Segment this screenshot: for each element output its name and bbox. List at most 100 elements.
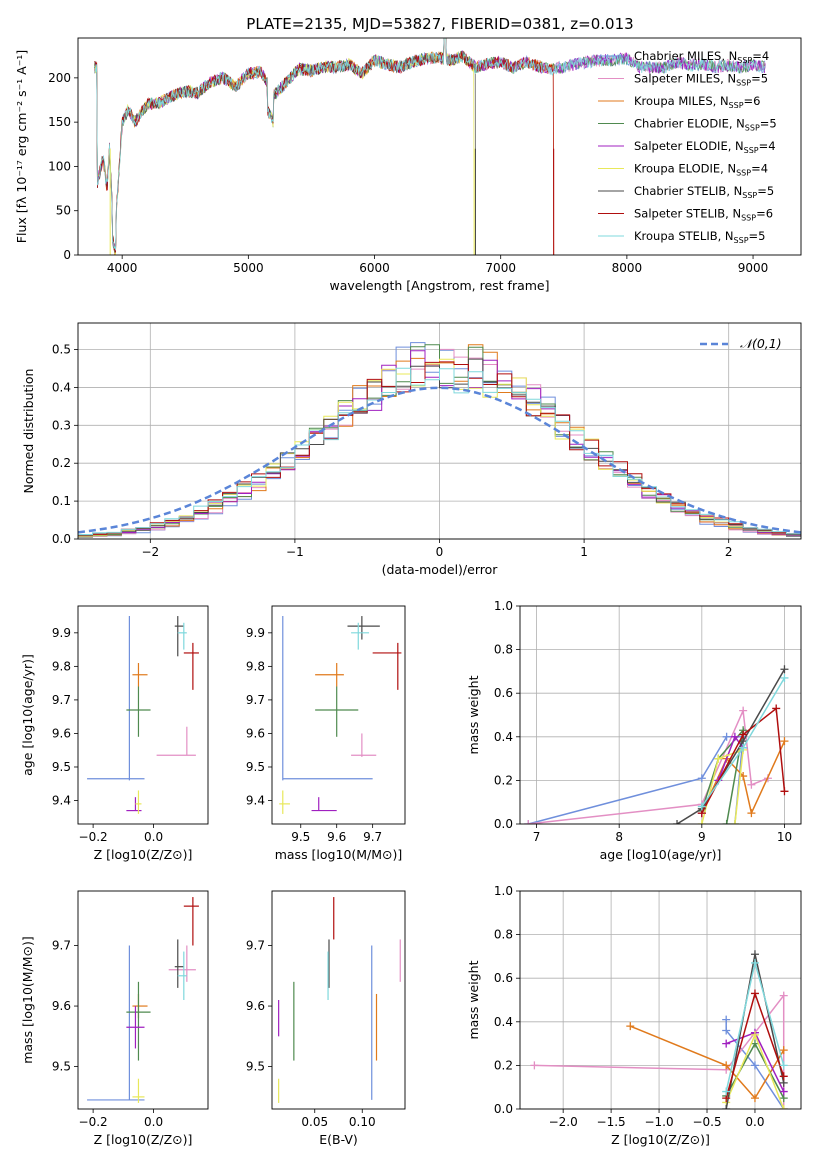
y-tick-label: 0.4 <box>494 730 513 744</box>
y-tick-label: 9.4 <box>52 794 71 808</box>
weight-marker <box>779 1046 788 1055</box>
x-tick-label: −1.5 <box>597 1115 626 1129</box>
y-tick-label: 0.4 <box>494 1015 513 1029</box>
y-tick-label: 9.6 <box>246 726 265 740</box>
weight-marker <box>722 820 731 824</box>
x-tick-label: 1 <box>580 545 588 559</box>
ticks: −0.2 0.0 9.5 9.6 9.7 <box>52 939 163 1130</box>
y-tick-label: 9.5 <box>52 760 71 774</box>
y-tick-label: 9.7 <box>52 693 71 707</box>
x-tick-label: 9 <box>698 830 706 844</box>
weight-marker <box>722 1039 731 1048</box>
legend-label: Salpeter STELIB, NSSP=6 <box>634 207 773 223</box>
legend-subscript: SSP <box>736 79 751 88</box>
panel-spectrum: 4000 5000 6000 7000 8000 9000 0 50 100 150 200 wave… <box>14 37 802 293</box>
y-tick-label: 0.5 <box>52 343 71 357</box>
weight-marker <box>780 787 789 796</box>
ticks: −0.2 0.0 9.4 9.5 9.6 9.7 9.8 9.9 <box>52 626 163 844</box>
x-axis-label: age [log10(age/yr)] <box>600 847 722 862</box>
weight-marker <box>722 1015 731 1024</box>
y-tick-label: 9.4 <box>246 794 265 808</box>
ticks: −2.0 −1.5 −1.0 −0.5 0.0 0.0 0.2 0.4 0.6 0.8 1.0 <box>494 884 765 1129</box>
weight-line <box>701 707 786 814</box>
legend-subscript: SSP <box>737 56 752 65</box>
weight-marker <box>739 706 748 715</box>
y-tick-label: 0.2 <box>494 773 513 787</box>
plot-area <box>530 950 788 1109</box>
x-tick-label: −2 <box>141 545 159 559</box>
y-tick-label: 0.8 <box>494 928 513 942</box>
figure-title: PLATE=2135, MJD=53827, FIBERID=0381, z=0… <box>246 15 633 33</box>
y-tick-label: 0.0 <box>494 817 513 831</box>
legend-label: Kroupa ELODIE, NSSP=4 <box>634 162 768 178</box>
axes-frame <box>519 890 802 1110</box>
x-axis-label: mass [log10(M/M⊙)] <box>275 847 403 862</box>
weight-marker <box>750 1094 759 1103</box>
x-tick-label: 0.05 <box>301 1115 328 1129</box>
legend-label: Salpeter ELODIE, NSSP=4 <box>634 139 776 155</box>
panel-z-mass: −0.2 0.0 9.5 9.6 9.7 Z [log10(Z/Z⊙)] mass [log… <box>20 890 209 1147</box>
plot-area <box>87 616 199 814</box>
y-tick-label: 200 <box>48 71 71 85</box>
weight-marker <box>750 950 759 959</box>
y-tick-label: 1.0 <box>494 599 513 613</box>
legend-subscript: SSP <box>744 146 759 155</box>
panel-ebv-mass: 0.05 0.10 9.5 9.6 9.7 E(B-V) <box>246 890 406 1147</box>
weight-marker <box>750 989 759 998</box>
y-tick-label: 0.2 <box>52 456 71 470</box>
axes-frame <box>77 37 802 256</box>
y-tick-label: 0.8 <box>494 643 513 657</box>
weight-marker <box>697 820 706 824</box>
y-tick-label: 0.0 <box>52 532 71 546</box>
y-tick-label: 0.0 <box>494 1102 513 1116</box>
x-tick-label: −0.2 <box>79 830 108 844</box>
y-tick-label: 9.9 <box>52 626 71 640</box>
y-tick-label: 9.6 <box>246 999 265 1013</box>
x-axis-label: Z [log10(Z/Z⊙)] <box>611 1132 710 1147</box>
y-tick-label: 0.6 <box>494 971 513 985</box>
weight-marker <box>673 820 682 824</box>
axes-frame <box>77 322 802 540</box>
x-tick-label: 10 <box>777 830 792 844</box>
legend-value: =5 <box>757 184 774 198</box>
weight-marker <box>730 732 739 741</box>
y-tick-label: 9.8 <box>246 659 265 673</box>
axes-frame <box>271 605 406 825</box>
ticks: 4000 5000 6000 7000 8000 9000 0 50 100 150 200 <box>48 71 768 275</box>
x-tick-label: 0.0 <box>745 1115 764 1129</box>
ticks: −2 −1 0 1 2 0.0 0.1 0.2 0.3 0.4 0.5 <box>52 343 733 559</box>
plot-area <box>524 665 789 824</box>
y-tick-label: 9.6 <box>52 999 71 1013</box>
y-tick-label: 9.5 <box>52 1060 71 1074</box>
plot-area <box>279 616 402 814</box>
x-tick-label: 0 <box>436 545 444 559</box>
ticks: 9.5 9.6 9.7 9.4 9.5 9.6 9.7 9.8 9.9 <box>246 626 382 844</box>
x-tick-label: −1.0 <box>644 1115 673 1129</box>
weight-marker <box>697 802 706 811</box>
x-tick-label: 9.6 <box>327 830 346 844</box>
weight-marker <box>722 1087 731 1096</box>
y-tick-label: 0.1 <box>52 494 71 508</box>
y-tick-label: 9.7 <box>246 939 265 953</box>
legend-label: Kroupa STELIB, NSSP=5 <box>634 229 765 245</box>
weight-line <box>528 707 769 824</box>
x-tick-label: −1 <box>286 545 304 559</box>
histogram-series <box>78 361 801 536</box>
legend-value: =5 <box>751 72 768 86</box>
x-axis-label: wavelength [Angstrom, rest frame] <box>329 278 549 293</box>
plot-area <box>278 897 401 1103</box>
weight-marker <box>739 743 748 752</box>
weight-line <box>701 727 745 824</box>
y-tick-label: 9.6 <box>52 726 71 740</box>
x-tick-label: 0.10 <box>349 1115 376 1129</box>
weight-marker <box>779 1105 788 1109</box>
weight-line <box>630 1025 785 1100</box>
y-axis-label: Normed distribution <box>21 369 36 494</box>
y-tick-label: 0 <box>63 248 71 262</box>
x-axis-label: E(B-V) <box>319 1132 358 1147</box>
weight-marker <box>779 1087 788 1096</box>
legend-subscript: SSP <box>741 214 756 223</box>
ticks: 0.05 0.10 9.5 9.6 9.7 <box>246 939 376 1130</box>
legend-subscript: SSP <box>745 124 760 133</box>
legend-value: =6 <box>756 207 773 221</box>
